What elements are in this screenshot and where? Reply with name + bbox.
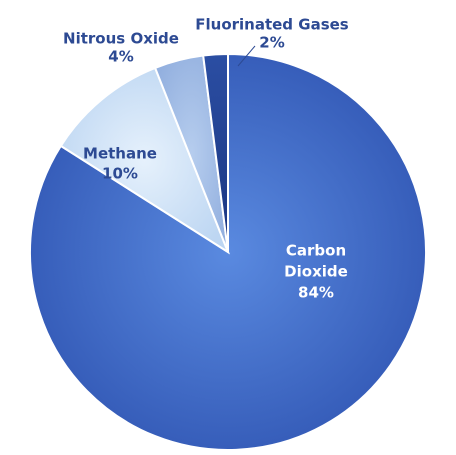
slice-name-carbon-dioxide: Dioxide bbox=[284, 263, 348, 281]
labels-layer: Carbon Dioxide 84% Methane 10% Nitrous Oxide4… bbox=[63, 16, 349, 302]
slice-value-fluorinated-gases: 2% bbox=[259, 34, 284, 52]
slices-layer bbox=[29, 52, 427, 451]
slice-label-methane: Methane 10% bbox=[83, 145, 157, 183]
pie-slice-fluorinated-gases bbox=[202, 52, 229, 253]
slice-value-nitrous-oxide: 4% bbox=[108, 48, 133, 66]
pie-slice-methane bbox=[59, 66, 231, 255]
slice-value-carbon-dioxide: 84% bbox=[298, 284, 334, 302]
slice-name-fluorinated-gases: Fluorinated Gases bbox=[195, 16, 349, 34]
slice-label-carbon-dioxide: Carbon Dioxide 84% bbox=[284, 242, 348, 302]
slice-value-methane: 10% bbox=[102, 165, 138, 183]
leader-line-fluorinated-gases bbox=[237, 45, 256, 67]
slice-name-nitrous-oxide: Nitrous Oxide bbox=[63, 30, 179, 48]
slice-name-carbon-dioxide: Carbon bbox=[286, 242, 346, 260]
slice-name-methane: Methane bbox=[83, 145, 157, 163]
